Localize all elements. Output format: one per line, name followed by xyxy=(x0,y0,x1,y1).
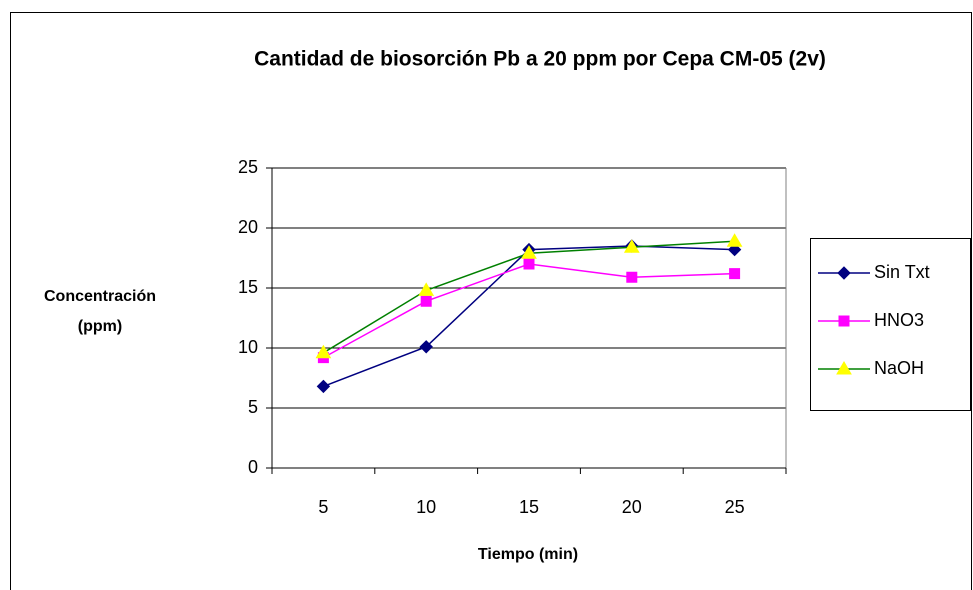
data-point xyxy=(316,379,331,394)
data-point xyxy=(315,344,332,359)
y-axis-label: (ppm) xyxy=(78,318,122,335)
data-point xyxy=(418,282,435,296)
legend-marker xyxy=(838,315,850,327)
x-axis-label: Tiempo (min) xyxy=(478,546,578,563)
chart-title: Cantidad de biosorción Pb a 20 ppm por C… xyxy=(254,48,826,71)
legend-marker xyxy=(836,361,852,375)
legend-label: HNO3 xyxy=(874,310,924,330)
y-tick-label: 15 xyxy=(238,277,258,297)
x-tick-label: 20 xyxy=(622,497,642,517)
legend-marker xyxy=(837,266,851,280)
y-axis-label: Concentración xyxy=(44,288,156,305)
data-point xyxy=(726,233,743,247)
x-tick-label: 5 xyxy=(318,497,328,517)
y-tick-label: 0 xyxy=(248,457,258,477)
data-point xyxy=(523,258,535,270)
x-tick-label: 10 xyxy=(416,497,436,517)
legend-label: Sin Txt xyxy=(874,262,930,282)
data-point xyxy=(419,340,433,354)
data-point xyxy=(420,295,432,307)
data-point xyxy=(521,245,537,259)
y-tick-label: 25 xyxy=(238,157,258,177)
data-point xyxy=(626,271,638,283)
y-tick-label: 20 xyxy=(238,217,258,237)
data-point xyxy=(729,268,741,280)
legend-label: NaOH xyxy=(874,358,924,378)
x-tick-label: 15 xyxy=(519,497,539,517)
series-line xyxy=(323,263,735,359)
data-point xyxy=(623,239,640,253)
chart-border xyxy=(10,12,972,590)
plot-frame xyxy=(271,168,787,469)
y-tick-label: 10 xyxy=(238,337,258,357)
legend-box xyxy=(810,238,971,411)
x-tick-label: 25 xyxy=(725,497,745,517)
y-tick-label: 5 xyxy=(248,397,258,417)
